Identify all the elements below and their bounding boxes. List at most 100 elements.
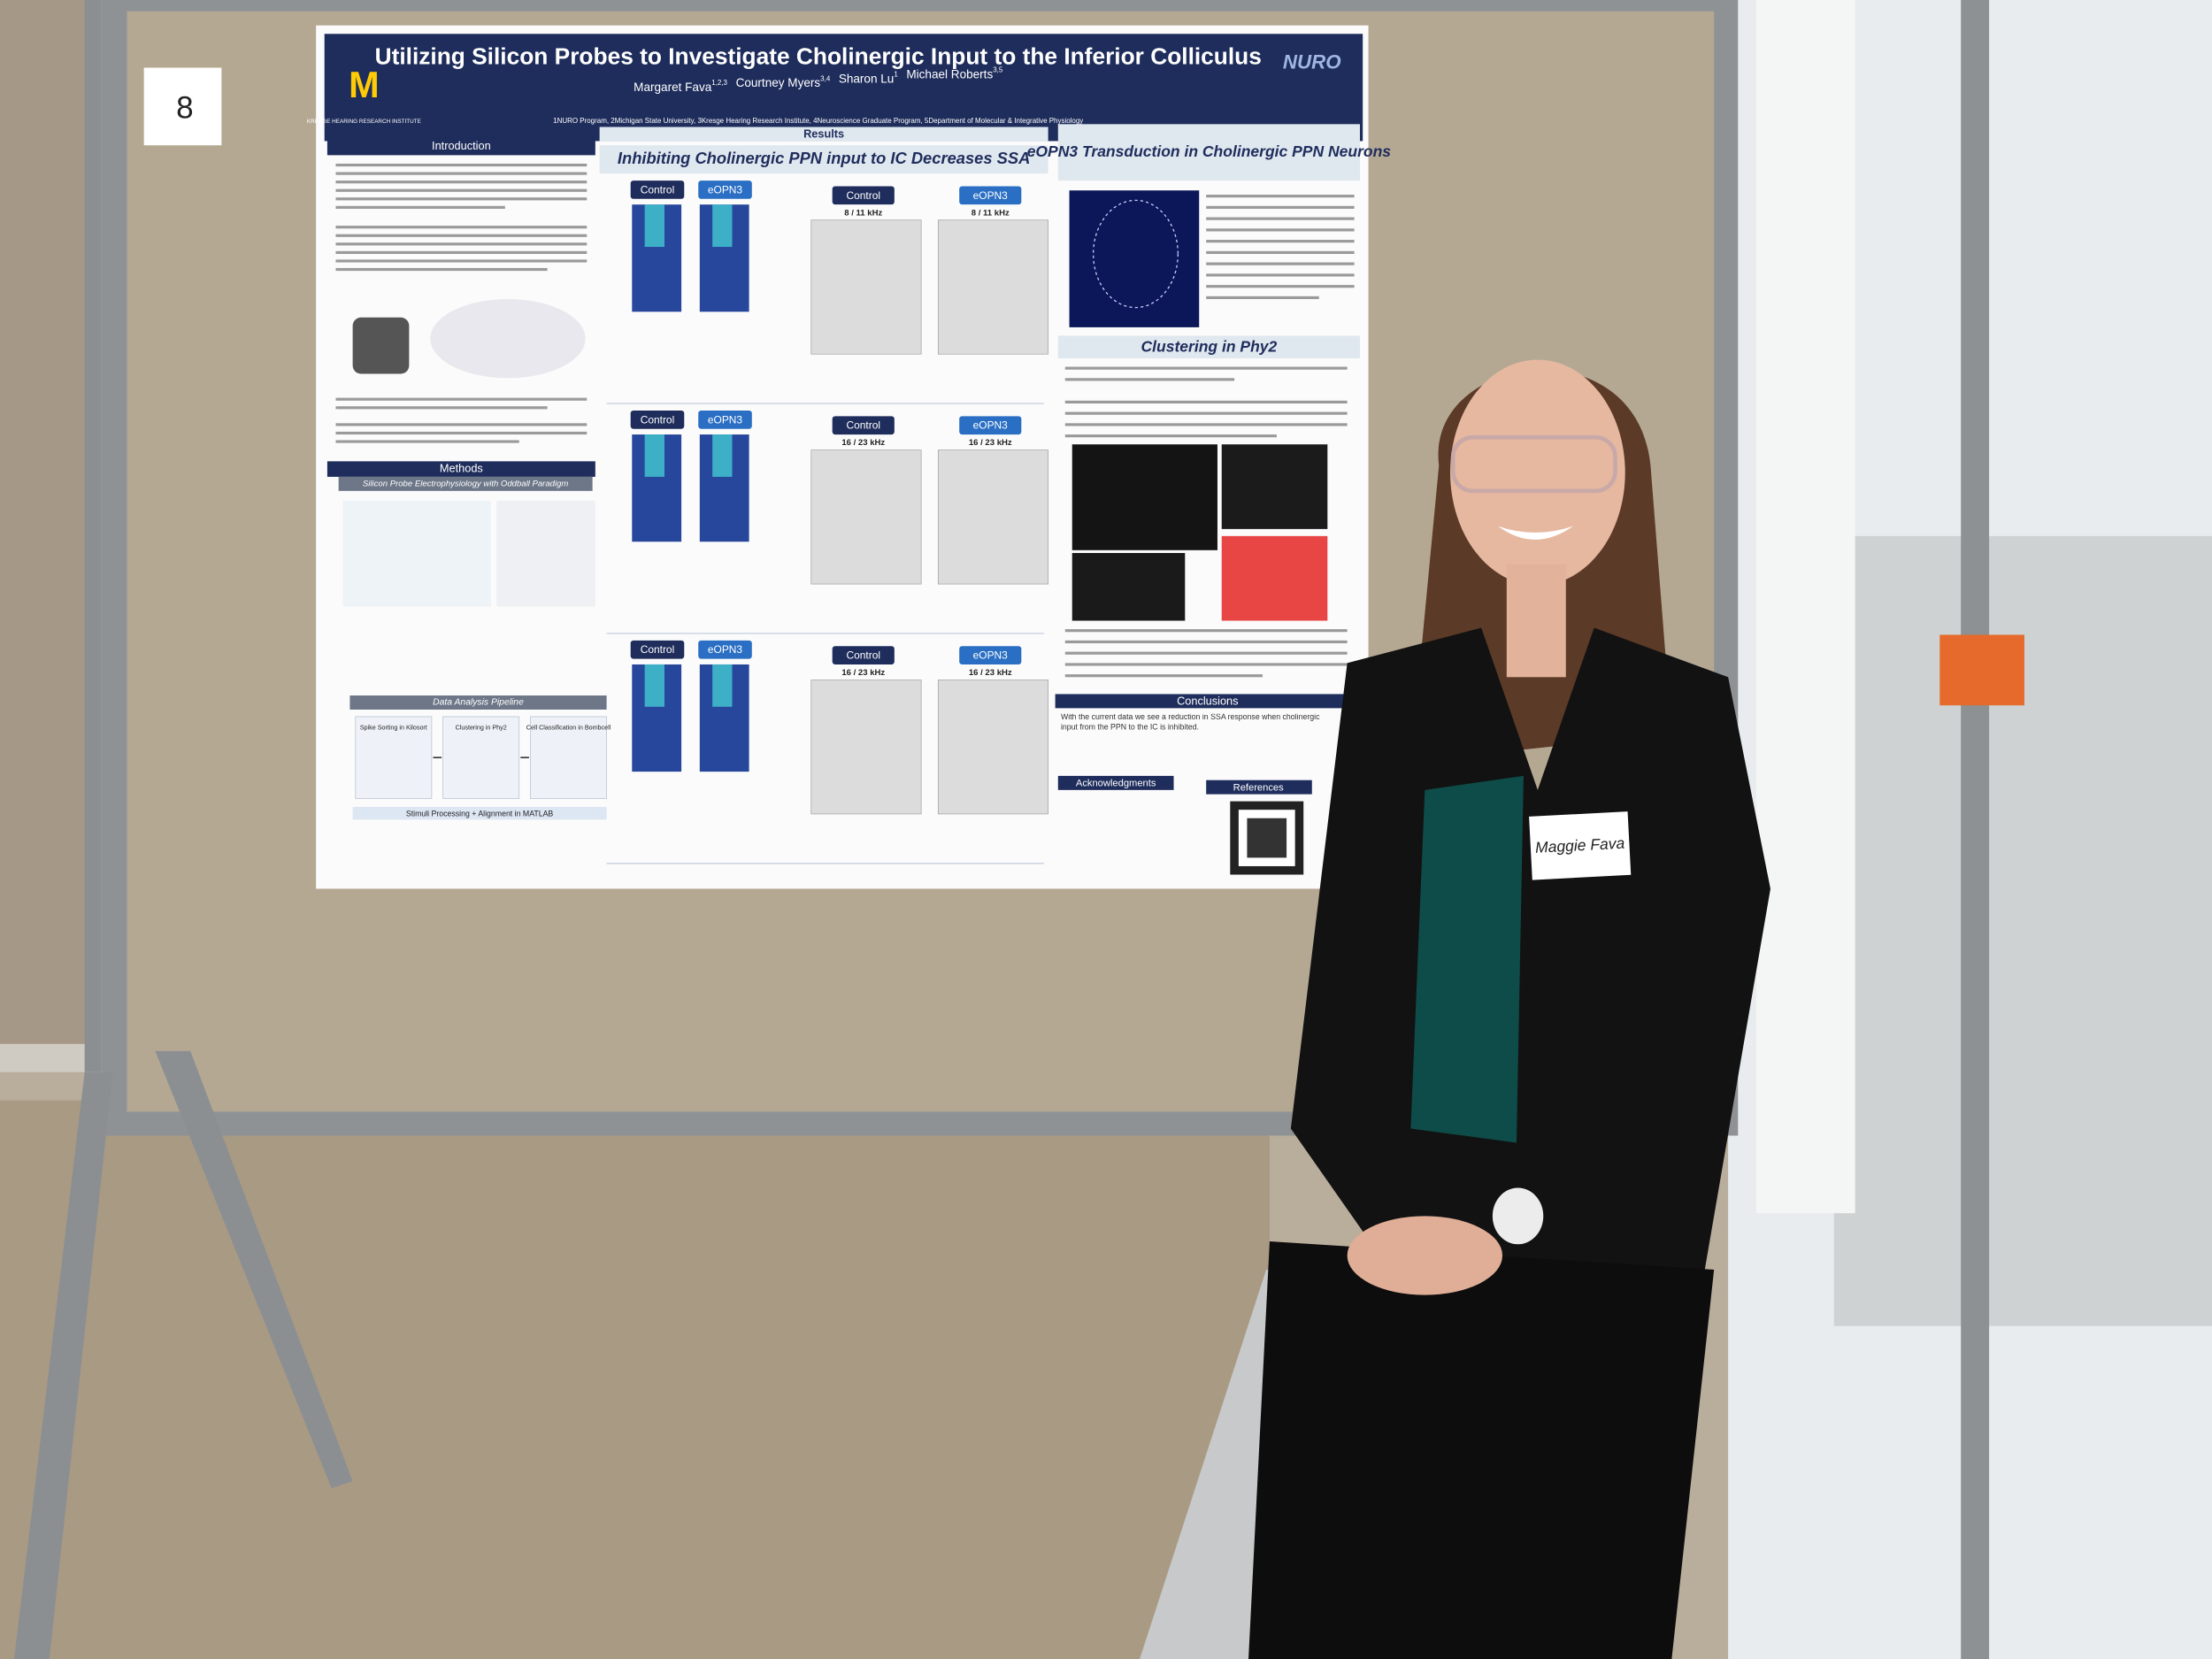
figure-caption-lines: [1064, 629, 1348, 678]
author-name: Courtney Myers: [736, 76, 821, 89]
pipeline-step-box: [355, 716, 433, 799]
panel-label: Control: [847, 419, 880, 432]
text-line: [1064, 411, 1348, 415]
panel-label-box: [959, 646, 1022, 664]
section-heading: Conclusions: [1177, 695, 1238, 708]
heatmap-hot: [644, 664, 664, 707]
poster-affiliations: 1NURO Program, 2Michigan State Universit…: [553, 117, 1083, 125]
panel-label: eOPN3: [973, 189, 1009, 202]
person: Maggie Fava: [1248, 359, 1770, 1659]
poster-authors: Margaret Fava1,2,3 Courtney Myers3,4 Sharo…: [634, 66, 1003, 94]
pipeline-step: Spike Sorting in Kilosort: [360, 725, 427, 732]
section-bar: [326, 138, 595, 156]
text-line: [335, 188, 588, 192]
feature-view: [1221, 444, 1328, 529]
watch: [1492, 1187, 1544, 1245]
heatmap-hot: [712, 664, 733, 707]
section-heading: References: [1233, 782, 1284, 793]
author-name: Sharon Lu: [839, 72, 895, 85]
poster-title: Utilizing Silicon Probes to Investigate …: [375, 42, 1262, 69]
panel-label-box: [832, 186, 895, 205]
brain-illustration: [430, 299, 586, 379]
pipeline-step: Clustering in Phy2: [456, 725, 507, 732]
section-bar: [1057, 124, 1360, 181]
text-line: [335, 226, 588, 229]
histology-image: [1069, 190, 1200, 327]
text-line: [1064, 629, 1348, 633]
frequency-label: 16 / 23 kHz: [841, 438, 885, 448]
raster-plot: [937, 219, 1048, 355]
raster-plot: [937, 449, 1048, 585]
construction-barrier: [1939, 634, 2024, 706]
text-line: [1206, 217, 1355, 220]
text-line: [335, 163, 588, 167]
left-board: [0, 0, 99, 1044]
panel-label-box: [630, 410, 685, 429]
correlogram-view: [1221, 535, 1328, 621]
subsection-heading: Inhibiting Cholinergic PPN input to IC D…: [618, 149, 1030, 167]
text-line: [1064, 640, 1348, 644]
section-heading: Methods: [440, 462, 483, 475]
subsection-bar: [338, 476, 593, 491]
panel-label-box: [698, 410, 752, 429]
panel-label: eOPN3: [973, 419, 1009, 432]
mouse-illustration: [352, 317, 410, 374]
frequency-label: 16 / 23 kHz: [841, 668, 885, 678]
text-line: [335, 423, 588, 426]
text-line: [335, 242, 588, 246]
panel-label: eOPN3: [708, 413, 743, 426]
pipeline-footer: Stimuli Processing + Alignment in MATLAB: [406, 809, 554, 818]
heatmap-hot: [712, 204, 733, 248]
text-line: [1206, 273, 1355, 277]
hands: [1347, 1216, 1503, 1295]
panel-label-box: [630, 180, 685, 199]
program-logo: NURO: [1283, 51, 1341, 73]
text-line: [335, 259, 588, 263]
frequency-label: 8 / 11 kHz: [972, 208, 1010, 218]
text-line: [335, 440, 519, 443]
panel-label-box: [698, 640, 752, 659]
panel-label-box: [959, 416, 1022, 435]
author-sup: 1: [894, 71, 898, 79]
panel-label-box: [630, 640, 685, 659]
figure-caption-lines: [1206, 195, 1355, 300]
method-diagram: [342, 501, 491, 607]
heatmap-hot: [644, 204, 664, 248]
section-bar: [326, 461, 595, 477]
pipeline-step-box: [530, 716, 607, 799]
text-line: [335, 205, 505, 209]
subsection-heading: Silicon Probe Electrophysiology with Odd…: [363, 479, 568, 488]
text-line: [1206, 228, 1355, 232]
text-line: [1206, 296, 1319, 300]
text-line: [1206, 240, 1355, 243]
window-mullion: [1961, 0, 1990, 1659]
section-bar: [1206, 780, 1312, 795]
stand-leg: [13, 1071, 113, 1659]
poster: M KRESGE HEARING RESEARCH INSTITUTE Util…: [307, 25, 1391, 889]
section-heading: Results: [803, 127, 844, 141]
panel-label: Control: [641, 643, 674, 656]
section-heading: Clustering in Phy2: [1141, 338, 1277, 356]
raster-plot: [937, 680, 1048, 815]
qr-code-core: [1247, 818, 1287, 858]
smile: [1498, 526, 1573, 540]
author-name: Margaret Fava: [634, 80, 712, 93]
heatmap-hot: [644, 434, 664, 477]
heatmap-hot: [712, 434, 733, 477]
text-line: [335, 406, 548, 410]
text-line: [1064, 423, 1348, 426]
section-bar: [1057, 775, 1174, 790]
raster-plot: [810, 219, 922, 355]
text-line: [1064, 663, 1348, 666]
text-line: [1064, 400, 1348, 403]
conclusions-text: With the current data we see a reduction…: [1060, 713, 1320, 733]
waveform-view: [1071, 444, 1217, 550]
text-line: [335, 197, 588, 201]
section-bar: [599, 127, 1048, 142]
terrazzo-floor: [0, 1100, 1270, 1659]
pipeline: Spike Sorting in Kilosort Clustering in P…: [355, 716, 611, 799]
subsection-bar: [349, 695, 607, 710]
text-line: [335, 431, 588, 435]
